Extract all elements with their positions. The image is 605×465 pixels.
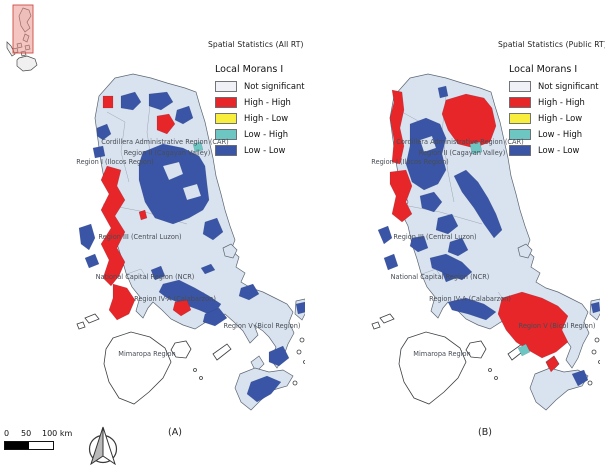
region-label: Region IV-A (Calabarzon): [134, 295, 216, 303]
legend-label: High - Low: [244, 113, 289, 123]
region-label: Region II (Cagayan Valley): [419, 149, 506, 157]
legend-label: Low - Low: [244, 145, 286, 155]
legend-item-low-high: Low - High: [215, 128, 315, 140]
low-high-clusters: [192, 141, 204, 153]
legend-swatch-not-significant-icon: [509, 80, 531, 92]
legend-title: Local Morans I: [509, 64, 578, 75]
region-label: National Capital Region (NCR): [391, 273, 490, 281]
region-labels: Cordillera Administrative Region (CAR) R…: [371, 138, 595, 358]
legend-swatch-not-significant-icon: [215, 80, 237, 92]
scale-tick: 100 km: [42, 429, 73, 438]
region-labels: Cordillera Administrative Region (CAR) R…: [76, 138, 300, 358]
legend-label: Low - Low: [538, 145, 580, 155]
legend-item-high-high: High - High: [215, 96, 315, 108]
legend-swatch-high-low-icon: [215, 112, 237, 124]
region-label: National Capital Region (NCR): [96, 273, 195, 281]
low-low-clusters: [377, 85, 600, 387]
legend-label: Not significant: [538, 81, 599, 91]
legend-swatch-high-low-icon: [509, 112, 531, 124]
legend-swatch-low-high-icon: [215, 128, 237, 140]
region-label: Region III (Central Luzon): [393, 233, 476, 241]
not-significant-holes: [419, 135, 437, 153]
region-label: Region I (Ilocos Region): [76, 158, 153, 166]
legend-item-high-low: High - Low: [509, 112, 605, 124]
region-label: Region III (Central Luzon): [98, 233, 181, 241]
map-panel-a: Cordillera Administrative Region (CAR) R…: [76, 73, 305, 411]
legend-swatch-low-low-icon: [509, 144, 531, 156]
not-significant-holes: [162, 161, 202, 201]
legend-item-low-low: Low - Low: [215, 144, 315, 156]
legend-label: Not significant: [244, 81, 305, 91]
legend-item-not-significant: Not significant: [215, 80, 315, 92]
legend-item-not-significant: Not significant: [509, 80, 605, 92]
legend-swatch-high-high-icon: [509, 96, 531, 108]
legend-label: Low - High: [244, 129, 289, 139]
region-label: Cordillera Administrative Region (CAR): [396, 138, 523, 146]
scale-bar-labels: 0 50 100 km: [4, 429, 84, 439]
panel-a-label: (A): [168, 427, 182, 438]
region-label: Region V (Bicol Region): [519, 322, 596, 330]
panel-b-title: Spatial Statistics (Public RT): [498, 40, 605, 49]
legend-swatch-low-low-icon: [215, 144, 237, 156]
legend-swatch-high-high-icon: [215, 96, 237, 108]
legend-title: Local Morans I: [215, 64, 284, 75]
legend-label: High - High: [538, 97, 585, 107]
region-label: Cordillera Administrative Region (CAR): [101, 138, 228, 146]
inset-map: [6, 4, 38, 72]
high-high-clusters: [389, 89, 569, 373]
legend-item-high-high: High - High: [509, 96, 605, 108]
region-label: Mimaropa Region: [413, 350, 470, 358]
panel-a-title: Spatial Statistics (All RT): [208, 40, 304, 49]
low-high-clusters: [469, 141, 531, 357]
region-label: Region I (Ilocos Region): [371, 158, 448, 166]
region-label: Mimaropa Region: [118, 350, 175, 358]
legend-item-high-low: High - Low: [215, 112, 315, 124]
scale-tick: 0: [4, 429, 10, 438]
inset-extent-box: [12, 4, 34, 54]
legend-swatch-low-high-icon: [509, 128, 531, 140]
legend-panel-b: Local Morans I Not significant High - Hi…: [509, 64, 605, 160]
scale-tick: 50: [21, 429, 32, 438]
legend-label: High - Low: [538, 113, 583, 123]
north-arrow-icon: [88, 426, 118, 465]
legend-item-low-high: Low - High: [509, 128, 605, 140]
low-low-clusters: [78, 91, 305, 403]
scale-bar-graphic: [4, 441, 54, 450]
region-label: Region V (Bicol Region): [224, 322, 301, 330]
legend-item-low-low: Low - Low: [509, 144, 605, 156]
legend-label: High - High: [244, 97, 291, 107]
panel-b-label: (B): [478, 427, 492, 438]
high-high-clusters: [100, 95, 192, 321]
legend-panel-a: Local Morans I Not significant High - Hi…: [215, 64, 315, 160]
legend-label: Low - High: [538, 129, 583, 139]
scale-bar: 0 50 100 km: [4, 429, 84, 450]
region-label: Region II (Cagayan Valley): [124, 149, 211, 157]
region-label: Region IV-A (Calabarzon): [429, 295, 511, 303]
map-panel-b: Cordillera Administrative Region (CAR) R…: [371, 73, 600, 411]
